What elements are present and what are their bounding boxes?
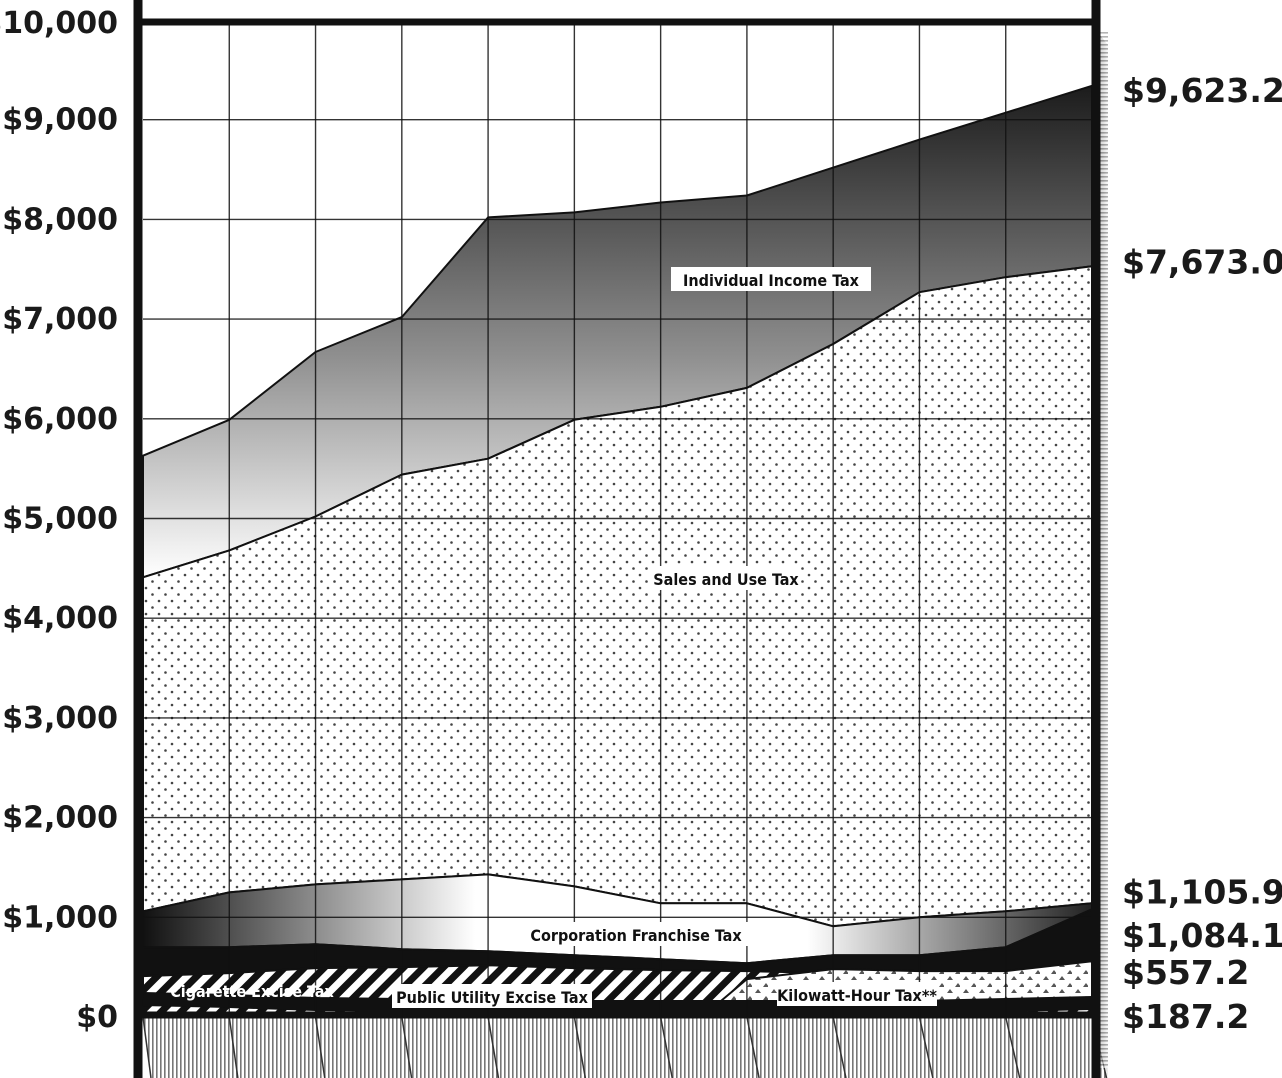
series-label-bg — [671, 267, 871, 291]
y-tick-label: $1,000 — [2, 900, 118, 935]
floor-line — [746, 1016, 760, 1078]
end-value-label: $1,084.1 — [1122, 916, 1282, 955]
series-label-corporation-franchise-tax: Corporation Franchise Tax — [530, 926, 742, 945]
y-tick-label: $5,000 — [2, 502, 118, 537]
series-label-bg — [651, 566, 801, 590]
end-value-labels: $9,623.2 $7,673.0 $1,105.9 $1,084.1$557.2 $1… — [1122, 71, 1282, 1036]
floor-line — [1004, 1016, 1021, 1078]
series-label-sales-and-use-tax: Sales and Use Tax — [653, 570, 799, 589]
y-tick-label: $10,000 — [0, 6, 118, 41]
floor-line — [314, 1016, 326, 1078]
floor-line — [228, 1016, 239, 1078]
series-labels: Individual Income Tax Sales and Use Tax Co… — [170, 267, 937, 1008]
chart-grid — [143, 20, 1092, 1017]
floor-line — [142, 1016, 152, 1078]
series-label-individual-income-tax: Individual Income Tax — [683, 271, 860, 290]
y-tick-label: $2,000 — [2, 801, 118, 836]
end-value-label: $7,673.0 — [1122, 242, 1282, 281]
series-label-public-utility-excise-tax: Public Utility Excise Tax — [396, 988, 589, 1007]
y-tick-label: $9,000 — [2, 103, 118, 138]
floor-line — [659, 1016, 673, 1078]
floor-line — [832, 1016, 847, 1078]
end-value-label: $1,105.9 — [1122, 872, 1282, 911]
end-value-label: $187.2 — [1122, 997, 1249, 1036]
series-label-bg — [777, 982, 937, 1006]
series-label-kilowatt-hour-tax: Kilowatt-Hour Tax** — [777, 986, 937, 1005]
floor-line — [918, 1016, 934, 1078]
end-value-label: $9,623.2 — [1122, 71, 1282, 110]
y-tick-label: $8,000 — [2, 202, 118, 237]
series-label-bg — [523, 922, 749, 946]
floor-line — [401, 1016, 413, 1078]
chart-floor — [142, 1016, 1108, 1078]
y-tick-label: $7,000 — [2, 302, 118, 337]
floor-line — [573, 1016, 587, 1078]
chart-frame — [133, 0, 1101, 1078]
floor-line — [487, 1016, 500, 1078]
area-layers — [142, 84, 1093, 1019]
y-tick-label: $3,000 — [2, 701, 118, 736]
series-label-bg — [392, 984, 592, 1008]
y-tick-label: $6,000 — [2, 402, 118, 437]
floor-panel — [143, 1017, 1106, 1078]
y-tick-label: $4,000 — [2, 601, 118, 636]
cigarette-excise-band — [142, 992, 1093, 1015]
y-tick-label: $0 — [76, 1000, 118, 1035]
series-label-cigarette-excise-tax: Cigarette Excise Tax — [170, 982, 334, 1001]
end-value-label: $557.2 — [1122, 953, 1249, 992]
y-axis: $0 $1,000 $2,000 $3,000 $4,000 $5,000 $6,000 $7… — [0, 6, 118, 1035]
